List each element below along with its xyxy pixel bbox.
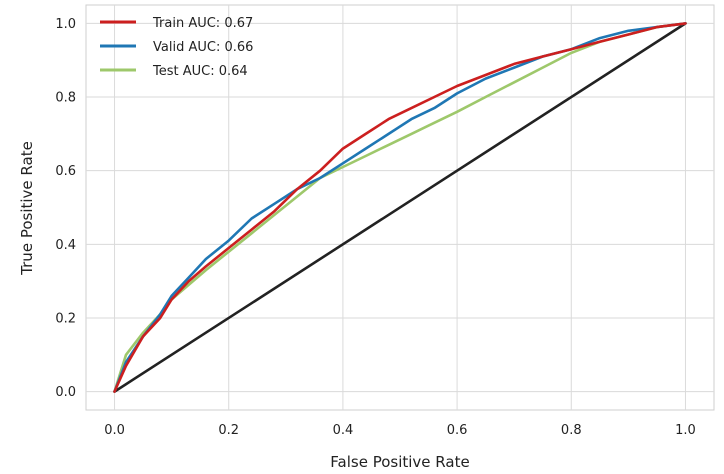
y-tick-label: 0.4 [55,238,76,253]
legend: Train AUC: 0.67 Valid AUC: 0.66 Test AUC: … [100,16,253,79]
y-tick-label: 0.0 [55,385,76,400]
legend-label-test: Test AUC: 0.64 [152,64,248,79]
x-tick-label: 0.2 [218,423,239,438]
grid [86,5,714,410]
y-tick-label: 0.6 [55,164,76,179]
x-tick-label: 1.0 [675,423,696,438]
train-roc-line [113,22,687,393]
x-tick-label: 0.6 [447,423,468,438]
x-axis-label: False Positive Rate [330,453,469,471]
y-axis-label: True Positive Rate [18,141,36,276]
x-tick-label: 0.4 [333,423,354,438]
x-tick-label: 0.0 [104,423,125,438]
tick-labels: 0.0 0.2 0.4 0.6 0.8 1.0 0.0 0.2 0.4 0.6 0.8 1.0 [55,17,695,438]
series-lines [113,22,687,393]
diagonal-reference-line [113,22,687,393]
y-tick-label: 0.2 [55,311,76,326]
y-tick-label: 0.8 [55,91,76,106]
y-tick-label: 1.0 [55,17,76,32]
legend-label-valid: Valid AUC: 0.66 [153,40,253,55]
legend-label-train: Train AUC: 0.67 [152,16,253,31]
x-tick-label: 0.8 [561,423,582,438]
